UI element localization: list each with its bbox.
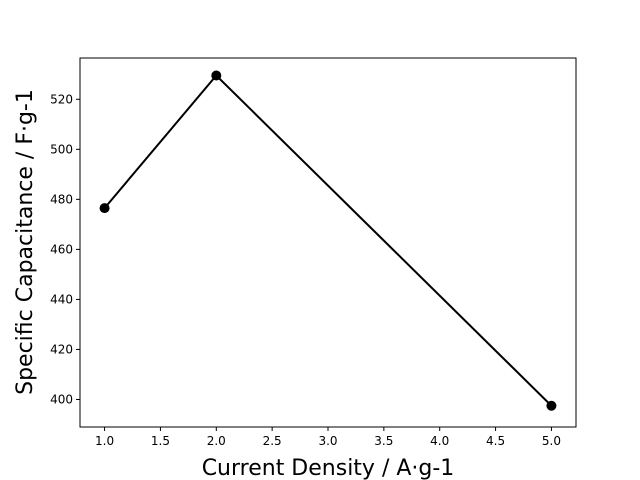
x-tick-label: 4.0 [430,434,449,448]
x-tick-label: 1.5 [151,434,170,448]
y-tick-label: 460 [50,242,73,256]
x-tick-label: 3.0 [318,434,337,448]
y-tick-label: 420 [50,342,73,356]
series-layer [99,70,557,411]
y-axis-label: Specific Capacitance / F·g-1 [13,89,38,395]
data-point [211,70,222,81]
plot-frame [79,57,577,428]
y-tick-label: 500 [50,142,73,156]
x-tick-label: 5.0 [542,434,561,448]
x-tick-label: 4.5 [486,434,505,448]
x-tick-label: 1.0 [95,434,114,448]
x-tick-label: 3.5 [374,434,393,448]
x-tick-label: 2.5 [263,434,282,448]
y-axis-ticks: 400 420 440 460 480 500 520 [50,92,80,406]
x-axis-label: Current Density / A·g-1 [202,456,455,480]
y-tick-label: 480 [50,192,73,206]
data-point [546,400,557,411]
x-tick-label: 2.0 [207,434,226,448]
y-tick-label: 440 [50,292,73,306]
x-axis-ticks: 1.0 1.5 2.0 2.5 3.0 3.5 4.0 4.5 5.0 [95,427,561,448]
y-tick-label: 400 [50,392,73,406]
y-tick-label: 520 [50,92,73,106]
data-point [99,203,110,214]
plot-background [80,58,576,427]
